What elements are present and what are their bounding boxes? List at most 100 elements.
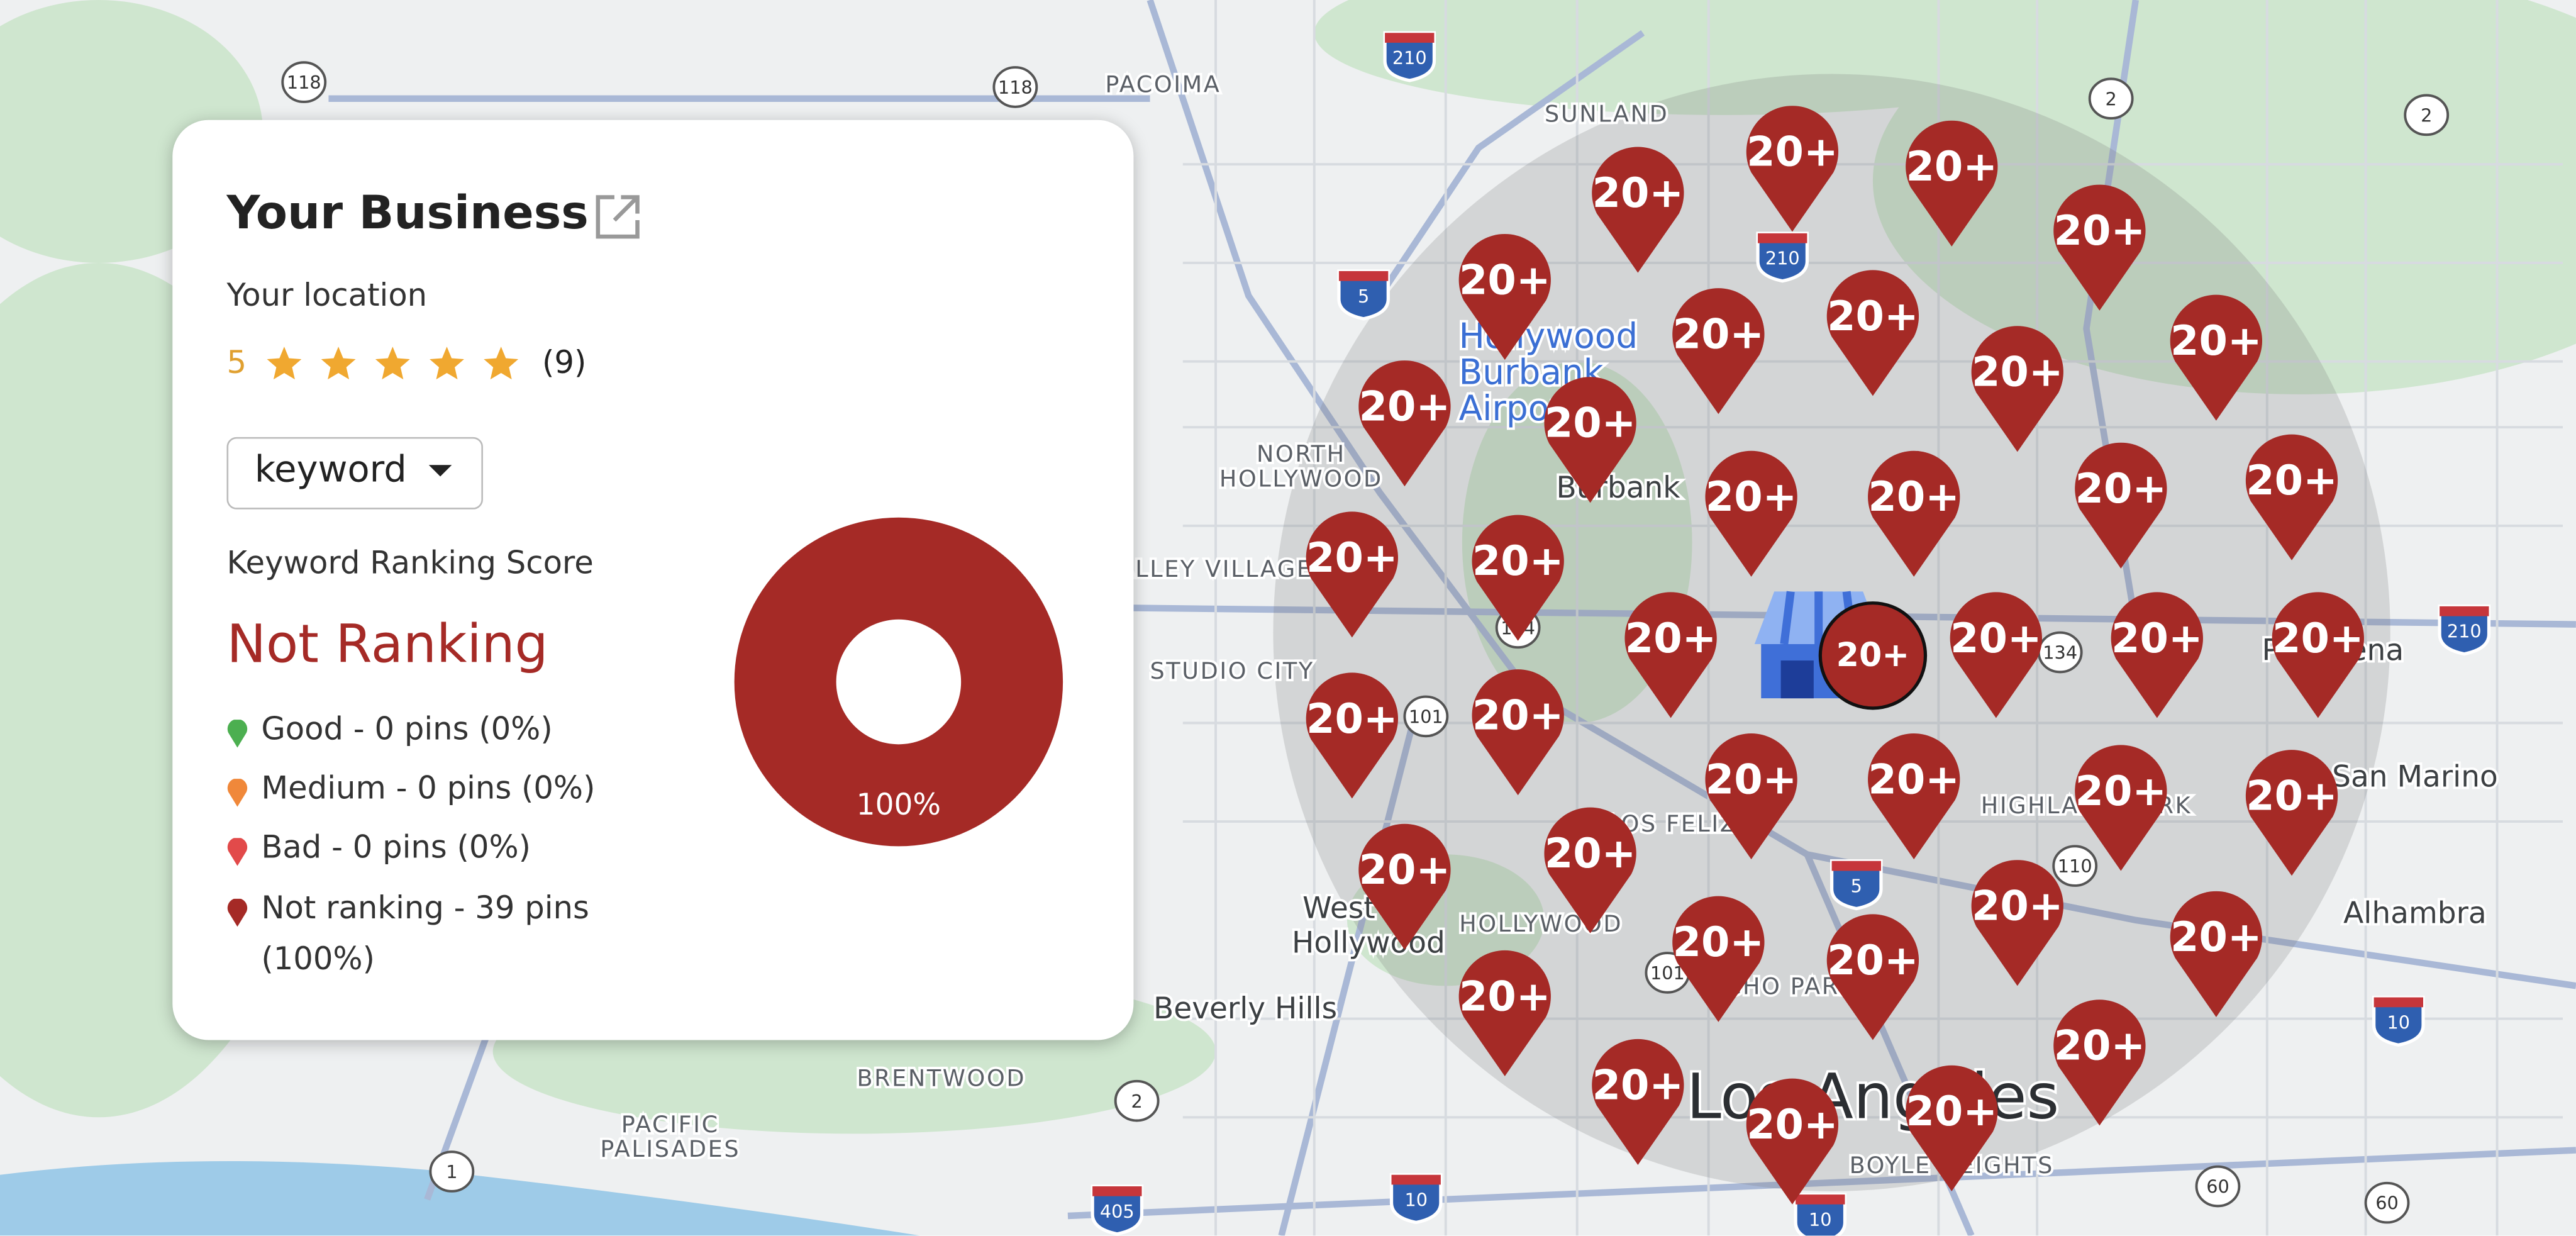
shield-number: 60 (2206, 1176, 2229, 1198)
interstate-band (1796, 1194, 1845, 1205)
pin-label: 20+ (1746, 1101, 1838, 1149)
shield-number: 2 (2106, 88, 2117, 109)
legend-item: Medium - 0 pins (0%) (226, 764, 595, 815)
rank-pin[interactable]: 20+ (1906, 120, 1998, 247)
pin-shape (1746, 106, 1839, 232)
interstate-band (1758, 233, 1807, 243)
pin-shape (1672, 288, 1765, 415)
rank-pin[interactable]: 20+ (1868, 450, 1960, 577)
rank-pin[interactable]: 20+ (1818, 601, 1928, 710)
rank-pin[interactable]: 20+ (2245, 750, 2338, 876)
rank-pin[interactable]: 20+ (2272, 592, 2364, 718)
rank-pin[interactable]: 20+ (1826, 914, 1919, 1040)
rank-pin[interactable]: 20+ (1826, 270, 1919, 396)
pin-shape (1705, 733, 1797, 860)
pin-shape (2170, 891, 2262, 1017)
interstate-band (1391, 1174, 1441, 1185)
rank-pin[interactable]: 20+ (1306, 672, 1398, 799)
rank-pin[interactable]: 20+ (2053, 184, 2146, 311)
route-shield (1403, 695, 1449, 738)
rank-pin[interactable]: 20+ (1458, 233, 1551, 360)
pin-label: 20+ (1625, 615, 1717, 662)
pin-shape (1868, 450, 1960, 577)
pin-shape (2245, 750, 2338, 876)
rank-pin[interactable]: 20+ (2075, 745, 2167, 871)
interstate-shield (1756, 231, 1809, 283)
shield-number: 2 (1131, 1091, 1143, 1112)
rank-pin[interactable]: 20+ (1592, 147, 1684, 273)
pin-label: 20+ (1359, 383, 1451, 431)
pin-label: 20+ (1906, 143, 1997, 191)
rank-pin[interactable]: 20+ (1458, 950, 1551, 1076)
rank-pin[interactable]: 20+ (1358, 360, 1451, 487)
rank-pin[interactable]: 20+ (1544, 807, 1636, 933)
rank-pin[interactable]: 20+ (1868, 733, 1960, 860)
keyword-dropdown[interactable]: keyword (226, 437, 483, 509)
dropdown-text: keyword (254, 450, 407, 492)
rank-pin[interactable]: 20+ (1971, 860, 2063, 986)
business-marker (1754, 591, 1883, 699)
external-link[interactable] (591, 191, 644, 243)
rank-pin[interactable]: 20+ (1746, 1078, 1839, 1205)
shield-number: 60 (2375, 1193, 2399, 1214)
pin-shape (1826, 914, 1919, 1040)
shield-number: 2 (2421, 104, 2432, 126)
rank-pin[interactable]: 20+ (1358, 823, 1451, 950)
star (484, 347, 519, 380)
rank-pin[interactable]: 20+ (2245, 434, 2338, 560)
pin-label: 20+ (2272, 615, 2364, 662)
interstate-shield (1829, 859, 1883, 911)
rank-pin[interactable]: 20+ (2111, 592, 2203, 718)
pin-shape (1971, 860, 2063, 986)
dropdown-caret (428, 465, 452, 477)
pin-label: 20+ (1746, 128, 1838, 176)
rank-pin[interactable]: 20+ (1472, 669, 1564, 796)
review-count: (9) (542, 345, 587, 382)
map-label: SUNLAND (1545, 100, 1668, 127)
legend-pin (227, 898, 248, 927)
legend-item: Not ranking - 39 pins (100%) (226, 884, 614, 986)
rank-pin[interactable]: 20+ (2053, 999, 2146, 1126)
map-label: Los Angeles (1687, 1061, 2060, 1133)
legend-text: Not ranking - 39 pins (100%) (261, 890, 589, 978)
rank-pin[interactable]: 20+ (1705, 450, 1797, 577)
map-label: Beverly Hills (1153, 991, 1337, 1026)
rank-pin[interactable]: 20+ (1672, 896, 1765, 1022)
rating-stars (267, 347, 519, 380)
pin-shape (1472, 669, 1564, 796)
rank-pin[interactable]: 20+ (1971, 326, 2063, 452)
rank-pin[interactable]: 20+ (1472, 515, 1564, 641)
rank-pin[interactable]: 20+ (2170, 891, 2262, 1017)
shield-number: 210 (1765, 248, 1800, 269)
rank-pin[interactable]: 20+ (1746, 106, 1839, 232)
legend-pin-shape (227, 838, 248, 866)
rank-pin[interactable]: 20+ (1306, 511, 1398, 638)
rank-pin[interactable]: 20+ (2075, 442, 2167, 569)
map-label: West (1302, 891, 1375, 926)
star (267, 347, 302, 380)
star (375, 347, 410, 380)
legend-pin (227, 779, 248, 807)
pin-label: 20+ (1545, 399, 1636, 447)
rank-pin[interactable]: 20+ (1544, 377, 1636, 503)
rank-pin[interactable]: 20+ (1672, 288, 1765, 415)
pin-shape (1906, 1065, 1998, 1191)
business-title: Your Business (226, 186, 589, 240)
pin-shape (1458, 950, 1551, 1076)
rank-pin[interactable]: 20+ (1592, 1038, 1684, 1166)
pin-label: 20+ (1459, 972, 1551, 1020)
interstate-shield (1389, 1173, 1443, 1225)
pin-shape (1906, 120, 1998, 247)
pin-shape (1544, 807, 1636, 933)
rank-pin[interactable]: 20+ (1950, 592, 2042, 718)
rank-pin[interactable]: 20+ (1906, 1065, 1998, 1191)
pin-shape (1472, 515, 1564, 641)
legend-pin (227, 720, 248, 748)
rank-pin[interactable]: 20+ (1624, 592, 1717, 718)
pin-shape (2053, 999, 2146, 1126)
pin-shape (1306, 511, 1398, 638)
rank-pin[interactable]: 20+ (2170, 294, 2262, 421)
rank-pin[interactable]: 20+ (1705, 733, 1797, 860)
legend-text: Good - 0 pins (0%) (261, 711, 553, 748)
shield-number: 10 (1809, 1209, 1832, 1230)
